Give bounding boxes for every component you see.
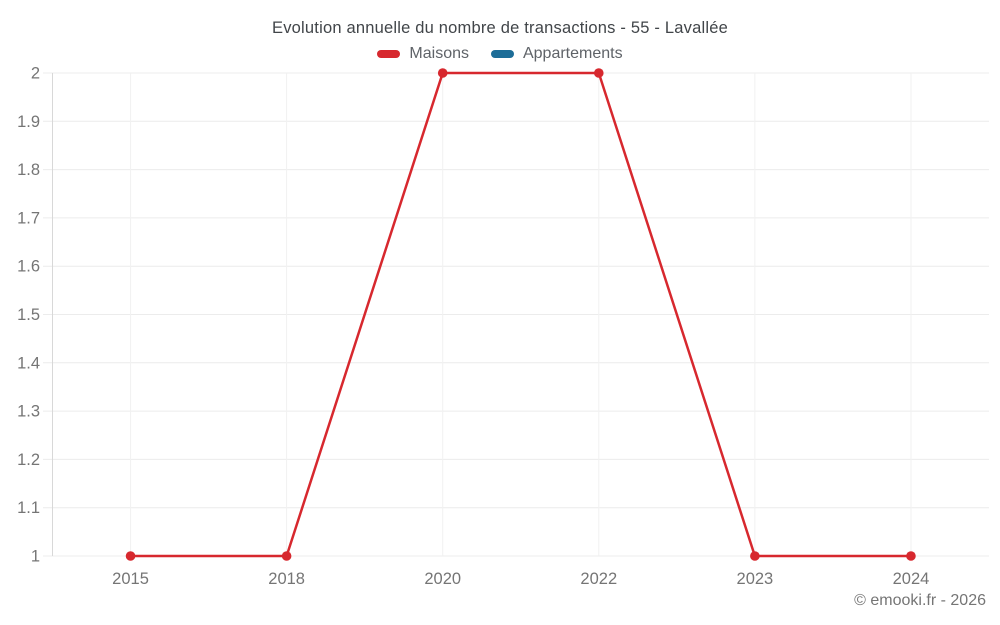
data-point-maisons[interactable]	[906, 551, 916, 561]
appartements-series-swatch-icon	[490, 50, 514, 58]
y-tick-label: 1.3	[17, 403, 40, 421]
data-point-maisons[interactable]	[281, 551, 292, 561]
maisons-series-swatch-icon	[377, 50, 401, 58]
chart-legend: Maisons Appartements	[0, 45, 1000, 63]
y-tick-label: 2	[31, 65, 40, 83]
y-tick-label: 1.1	[17, 499, 40, 517]
y-tick-label: 1.7	[17, 209, 40, 227]
legend-item-appartements[interactable]: Appartements	[490, 45, 623, 63]
y-tick-label: 1	[31, 548, 40, 566]
y-tick-label: 1.6	[17, 258, 40, 276]
data-point-maisons[interactable]	[593, 68, 604, 78]
y-tick-label: 1.8	[17, 161, 40, 179]
legend-item-maisons[interactable]: Maisons	[377, 45, 469, 63]
copyright-footer: © emooki.fr - 2026	[854, 592, 986, 609]
data-point-maisons[interactable]	[125, 551, 136, 561]
y-tick-label: 1.4	[17, 354, 40, 372]
data-point-maisons[interactable]	[750, 551, 760, 561]
series-line-maisons	[129, 71, 913, 558]
x-tick-label: 2022	[580, 570, 617, 588]
y-tick-label: 1.9	[17, 113, 40, 131]
y-tick-label: 1.5	[17, 306, 40, 324]
x-tick-label: 2015	[112, 570, 149, 588]
x-tick-label: 2023	[737, 570, 774, 588]
x-tick-label: 2018	[268, 570, 305, 588]
chart-title: Evolution annuelle du nombre de transact…	[272, 19, 728, 37]
x-tick-label: 2024	[893, 570, 930, 588]
data-point-maisons[interactable]	[437, 68, 448, 78]
x-tick-label: 2020	[424, 570, 461, 588]
legend-label-maisons: Maisons	[409, 45, 469, 62]
y-tick-label: 1.2	[17, 451, 40, 469]
legend-label-appartements: Appartements	[522, 45, 623, 62]
